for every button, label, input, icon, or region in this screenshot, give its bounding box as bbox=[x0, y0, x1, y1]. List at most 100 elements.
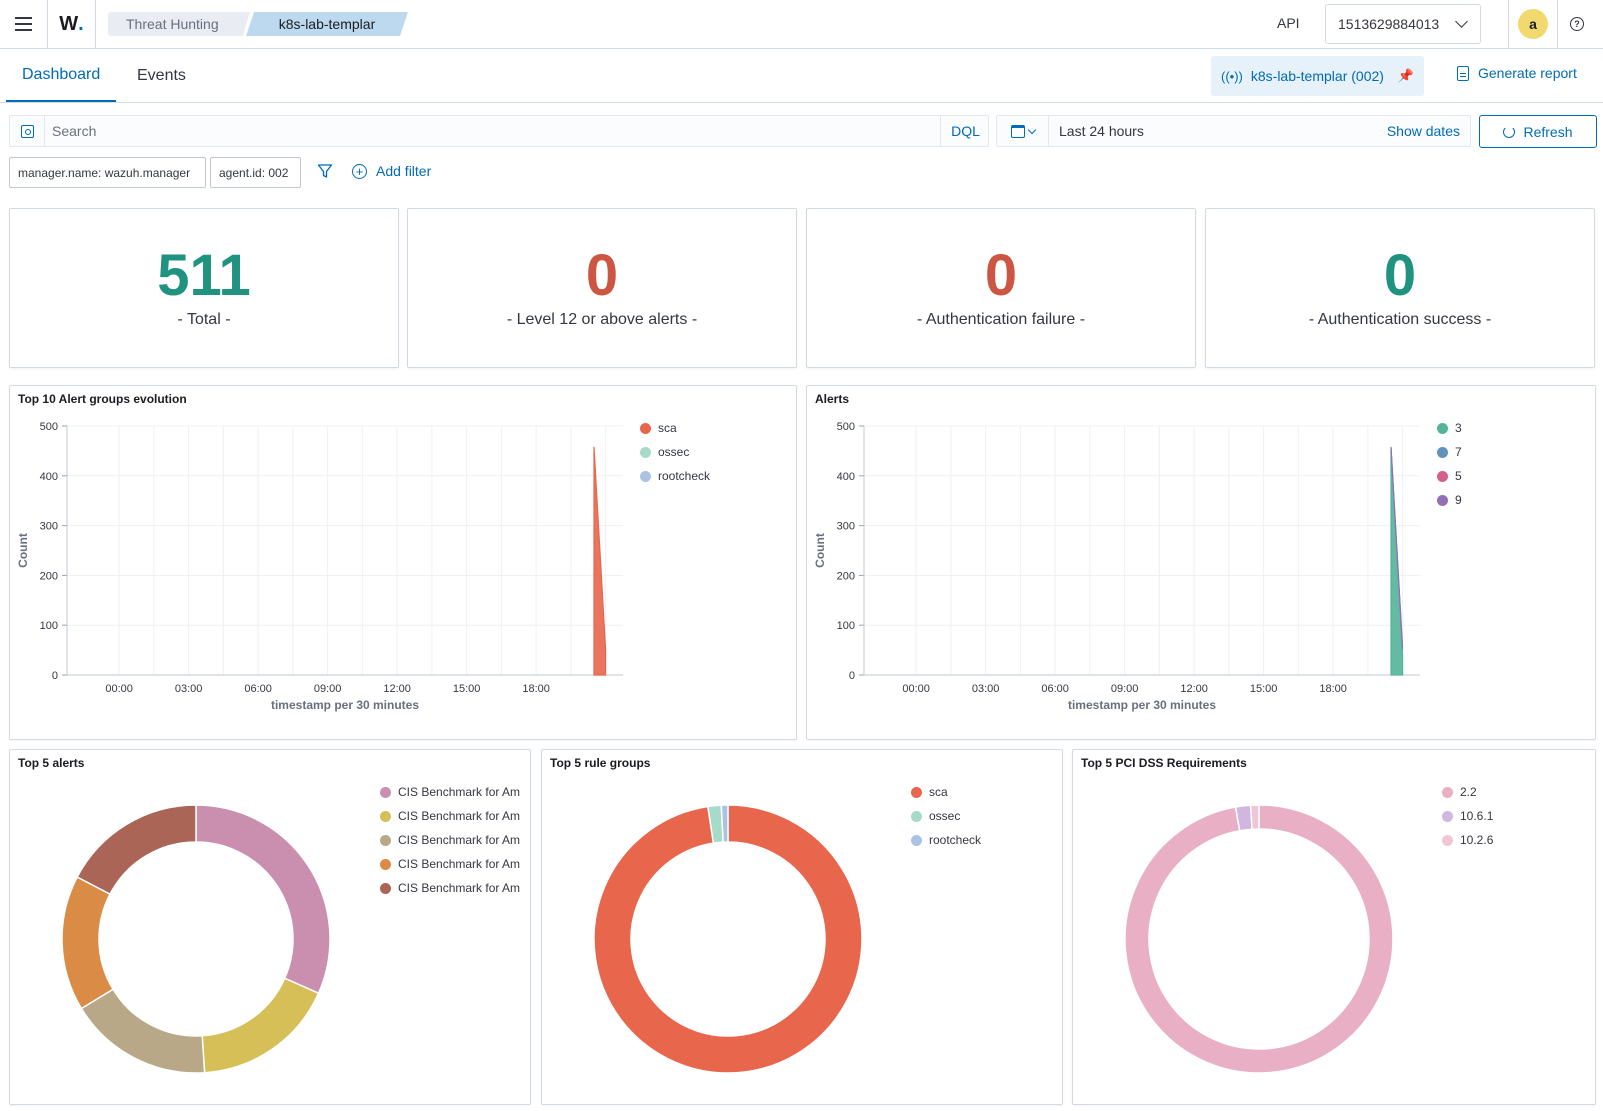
legend-label: 7 bbox=[1455, 445, 1462, 459]
legend-swatch bbox=[1442, 786, 1453, 798]
add-filter-button[interactable]: + Add filter bbox=[352, 163, 431, 179]
legend-item[interactable]: ossec bbox=[640, 440, 790, 464]
metric-label: - Authentication failure - bbox=[916, 311, 1086, 328]
avatar: a bbox=[1518, 9, 1548, 39]
legend-item[interactable]: CIS Benchmark for Am bbox=[380, 780, 520, 804]
metric-value: 0 bbox=[1383, 243, 1417, 308]
x-tick-label: 03:00 bbox=[972, 683, 1000, 695]
legend-label: CIS Benchmark for Am bbox=[398, 857, 520, 871]
legend-label: 10.2.6 bbox=[1460, 833, 1494, 847]
tab-events[interactable]: Events bbox=[137, 67, 186, 84]
top5-pci-dss-donut bbox=[1124, 804, 1394, 1074]
wazuh-logo[interactable]: W. bbox=[48, 0, 96, 48]
y-axis-title: Count bbox=[16, 533, 30, 568]
legend-item[interactable]: rootcheck bbox=[640, 464, 790, 488]
generate-report-button[interactable]: Generate report bbox=[1457, 65, 1577, 81]
legend-item[interactable]: 5 bbox=[1437, 464, 1587, 488]
pie-slice[interactable] bbox=[1124, 804, 1394, 1074]
panel-title: Top 10 Alert groups evolution bbox=[18, 392, 187, 406]
chart-legend: CIS Benchmark for Am CIS Benchmark for Am… bbox=[380, 780, 520, 900]
x-tick-label: 06:00 bbox=[244, 683, 272, 695]
legend-label: ossec bbox=[658, 445, 690, 459]
refresh-icon bbox=[1503, 125, 1516, 138]
legend-label: CIS Benchmark for Am bbox=[398, 785, 520, 799]
legend-label: rootcheck bbox=[658, 469, 711, 483]
pie-slice[interactable] bbox=[80, 988, 206, 1074]
legend-item[interactable]: rootcheck bbox=[911, 828, 1051, 852]
dql-toggle[interactable]: DQL bbox=[940, 116, 990, 146]
y-tick-label: 400 bbox=[40, 471, 58, 483]
legend-item[interactable]: ossec bbox=[911, 804, 1051, 828]
y-tick-label: 300 bbox=[40, 521, 58, 533]
legend-item[interactable]: CIS Benchmark for Am bbox=[380, 804, 520, 828]
legend-label: sca bbox=[929, 785, 948, 799]
x-tick-label: 15:00 bbox=[453, 683, 481, 695]
api-select[interactable]: 1513629884013 bbox=[1325, 4, 1481, 44]
legend-item[interactable]: sca bbox=[640, 416, 790, 440]
legend-item[interactable]: 10.2.6 bbox=[1442, 828, 1582, 852]
pie-slice[interactable] bbox=[720, 804, 729, 843]
x-tick-label: 06:00 bbox=[1041, 683, 1069, 695]
top5-alerts-donut bbox=[61, 804, 331, 1074]
pie-slice[interactable] bbox=[76, 804, 197, 896]
pin-icon[interactable]: 📌 bbox=[1397, 68, 1414, 83]
filter-pill-manager[interactable]: manager.name: wazuh.manager bbox=[9, 157, 206, 188]
tabs-row: Dashboard Events ((•)) k8s-lab-templar (… bbox=[0, 49, 1603, 103]
legend-item[interactable]: 7 bbox=[1437, 440, 1587, 464]
menu-button[interactable] bbox=[0, 0, 48, 48]
quick-date-menu[interactable] bbox=[997, 116, 1049, 146]
legend-item[interactable]: CIS Benchmark for Am bbox=[380, 852, 520, 876]
pie-slice[interactable] bbox=[593, 804, 863, 1074]
legend-item[interactable]: sca bbox=[911, 780, 1051, 804]
legend-item[interactable]: 3 bbox=[1437, 416, 1587, 440]
metric-label: - Total - bbox=[177, 311, 231, 328]
panel-alert-groups-evolution: 0 100 200 300 400 500 00:00 03:00 06:00 09:00 12:0… bbox=[9, 385, 797, 740]
legend-item[interactable]: CIS Benchmark for Am bbox=[380, 876, 520, 900]
date-range-label[interactable]: Last 24 hours bbox=[1059, 123, 1144, 139]
legend-label: 2.2 bbox=[1460, 785, 1477, 799]
series-sca[interactable] bbox=[593, 446, 607, 676]
panel-top5-alerts: Top 5 alerts CIS Benchmark for Am CIS Ben… bbox=[9, 749, 531, 1105]
breadcrumb-threat-hunting[interactable]: Threat Hunting bbox=[108, 12, 250, 36]
pie-slice[interactable] bbox=[61, 876, 115, 1010]
panel-alerts: 0 100 200 300 400 500 00:00 03:00 06:00 09:00 12:0… bbox=[806, 385, 1596, 740]
legend-item[interactable]: 9 bbox=[1437, 488, 1587, 512]
chart-legend: sca ossec rootcheck bbox=[911, 780, 1051, 852]
filter-pill-agent[interactable]: agent.id: 002 bbox=[210, 157, 301, 188]
metric-value: 0 bbox=[984, 243, 1018, 308]
agent-pill[interactable]: ((•)) k8s-lab-templar (002) 📌 bbox=[1211, 56, 1424, 96]
pie-slice[interactable] bbox=[195, 804, 331, 995]
filter-icon[interactable] bbox=[317, 163, 333, 179]
legend-item[interactable]: 2.2 bbox=[1442, 780, 1582, 804]
pie-slice[interactable] bbox=[1249, 804, 1260, 831]
legend-swatch bbox=[911, 834, 922, 846]
legend-label: CIS Benchmark for Am bbox=[398, 809, 520, 823]
user-menu[interactable]: a bbox=[1508, 0, 1558, 48]
legend-item[interactable]: 10.6.1 bbox=[1442, 804, 1582, 828]
y-tick-label: 300 bbox=[837, 521, 855, 533]
breadcrumb-agent[interactable]: k8s-lab-templar bbox=[246, 12, 408, 36]
y-tick-label: 100 bbox=[837, 620, 855, 632]
document-icon bbox=[1457, 65, 1469, 81]
series-9[interactable] bbox=[1390, 446, 1404, 648]
saved-queries-button[interactable] bbox=[10, 116, 45, 146]
y-tick-label: 0 bbox=[52, 670, 58, 682]
tab-dashboard[interactable]: Dashboard bbox=[6, 49, 117, 102]
legend-swatch bbox=[1437, 494, 1448, 506]
panel-top5-pci-dss: Top 5 PCI DSS Requirements 2.2 10.6.1 10.2… bbox=[1072, 749, 1596, 1105]
metric-auth-success: 0 - Authentication success - bbox=[1205, 208, 1595, 368]
legend-swatch bbox=[640, 470, 651, 482]
pie-slice[interactable] bbox=[201, 977, 320, 1074]
search-input[interactable] bbox=[52, 116, 932, 146]
metric-auth-failure: 0 - Authentication failure - bbox=[806, 208, 1196, 368]
legend-swatch bbox=[380, 858, 391, 870]
x-tick-label: 18:00 bbox=[1319, 683, 1347, 695]
metric-label: - Level 12 or above alerts - bbox=[506, 311, 698, 328]
panel-title: Top 5 rule groups bbox=[550, 756, 651, 770]
help-icon[interactable]: ? bbox=[1570, 17, 1584, 31]
show-dates-link[interactable]: Show dates bbox=[1386, 123, 1460, 139]
refresh-button[interactable]: Refresh bbox=[1479, 115, 1597, 148]
legend-swatch bbox=[380, 834, 391, 846]
legend-item[interactable]: CIS Benchmark for Am bbox=[380, 828, 520, 852]
legend-swatch bbox=[640, 422, 651, 434]
